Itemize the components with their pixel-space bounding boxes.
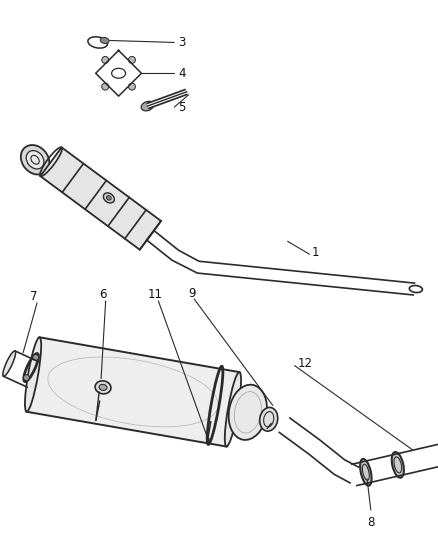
Circle shape [33,354,39,360]
Text: 7: 7 [30,290,38,303]
Text: 5: 5 [178,101,185,114]
Ellipse shape [259,407,277,431]
Ellipse shape [103,193,114,203]
Ellipse shape [228,385,266,440]
Circle shape [102,56,109,63]
Ellipse shape [359,459,371,486]
Ellipse shape [3,351,16,376]
Text: 4: 4 [178,67,185,80]
Ellipse shape [99,384,107,390]
Ellipse shape [106,196,111,200]
Circle shape [102,83,109,90]
Ellipse shape [95,381,111,394]
Ellipse shape [100,37,109,44]
Text: 6: 6 [99,288,106,302]
Circle shape [23,375,29,381]
Circle shape [128,56,135,63]
Circle shape [128,83,135,90]
Text: 9: 9 [188,287,195,300]
Text: 11: 11 [148,288,162,302]
Text: 12: 12 [297,357,312,370]
Ellipse shape [21,145,49,174]
Text: 8: 8 [366,516,374,529]
Ellipse shape [224,372,240,447]
Ellipse shape [141,101,153,111]
Ellipse shape [26,151,44,169]
Text: 3: 3 [178,36,185,49]
Ellipse shape [391,452,403,478]
Polygon shape [27,337,239,447]
Polygon shape [40,148,161,250]
Text: 1: 1 [311,246,318,259]
Ellipse shape [25,337,41,412]
